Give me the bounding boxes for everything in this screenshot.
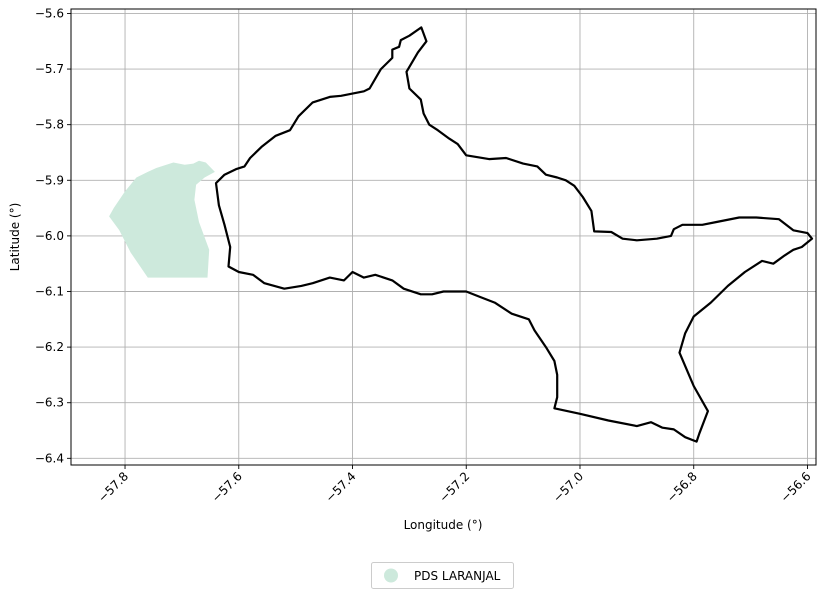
y-tick-label-3: −5.9 <box>35 173 64 187</box>
legend-label: PDS LARANJAL <box>414 569 501 583</box>
y-tick-label-6: −6.2 <box>35 340 64 354</box>
legend-box <box>371 562 514 589</box>
legend-marker <box>384 568 398 583</box>
y-tick-label-2: −5.8 <box>35 118 64 132</box>
x-axis-label: Longitude (°) <box>404 518 483 532</box>
map-layers <box>109 26 814 443</box>
y-tick-label-1: −5.7 <box>35 62 64 76</box>
pds-laranjal-area <box>109 160 215 278</box>
y-tick-label-8: −6.4 <box>35 451 64 465</box>
y-tick-label-7: −6.3 <box>35 396 64 410</box>
y-tick-label-4: −6.0 <box>35 229 64 243</box>
region-boundary-outline <box>214 26 814 443</box>
y-axis-ticks: −5.6 −5.7 −5.8 −5.9 −6.0 −6.1 −6.2 −6.3 −6.4 <box>35 6 71 465</box>
y-tick-label-0: −5.6 <box>35 6 64 20</box>
grid-lines <box>71 9 816 465</box>
y-tick-label-5: −6.1 <box>35 284 64 298</box>
plot-area-frame <box>70 8 817 466</box>
legend: PDS LARANJAL <box>371 562 514 589</box>
y-axis-label: Latitude (°) <box>8 203 22 272</box>
